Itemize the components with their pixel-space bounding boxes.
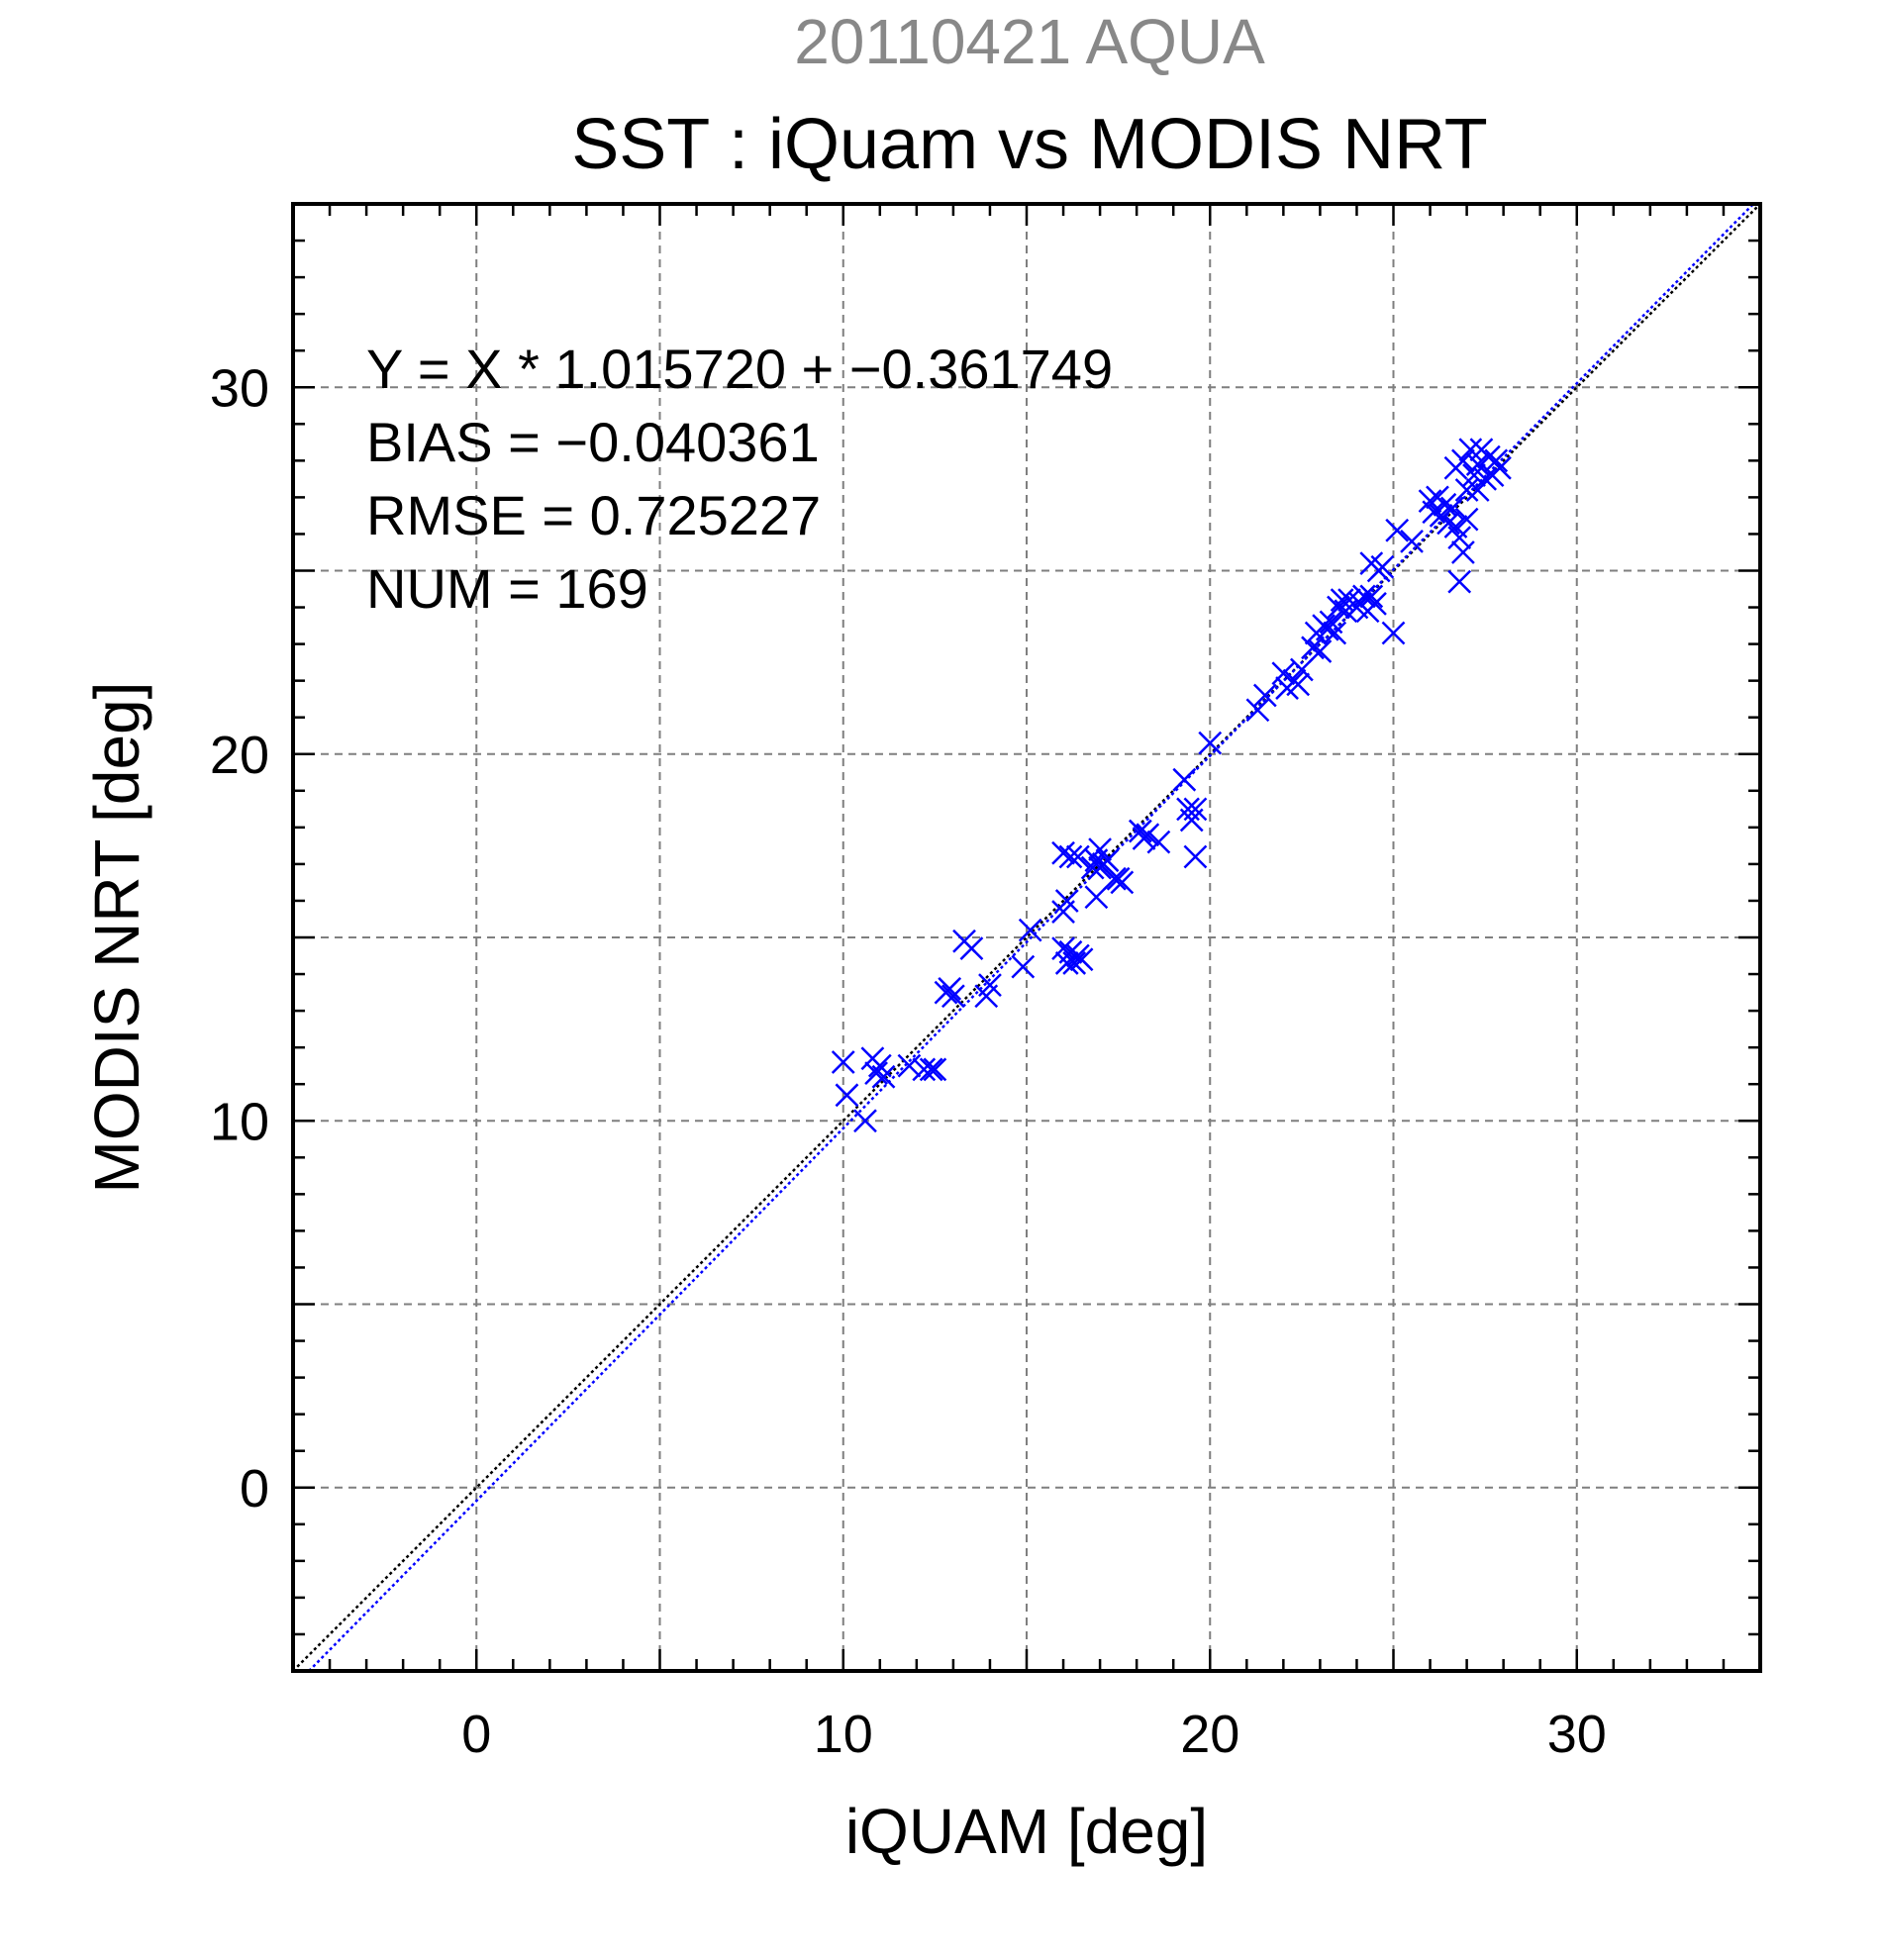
data-point (1363, 591, 1387, 616)
data-point (1308, 639, 1333, 663)
data-point (1245, 698, 1270, 723)
stats-num: NUM = 169 (366, 557, 648, 620)
data-point (1447, 569, 1472, 594)
data-point (1484, 448, 1509, 473)
data-point (1065, 844, 1090, 869)
data-point (1454, 478, 1479, 502)
data-point (1473, 466, 1498, 491)
data-point (1183, 797, 1208, 822)
data-point (1069, 947, 1094, 972)
data-point (864, 1061, 888, 1085)
data-point (1286, 672, 1311, 697)
stats-box: Y = X * 1.015720 + −0.361749 BIAS = −0.0… (366, 338, 1113, 620)
x-tick-label: 20 (1180, 1705, 1239, 1764)
data-points (831, 438, 1512, 1133)
tick-labels: 0 10 20 30 0 10 20 30 (210, 358, 1607, 1764)
data-point (1051, 840, 1075, 865)
data-point (1454, 507, 1479, 532)
data-point (1198, 731, 1223, 755)
data-point (941, 984, 965, 1009)
plot-frame (291, 202, 1762, 1673)
data-point (938, 976, 962, 1001)
data-point (1146, 830, 1171, 854)
stats-rmse: RMSE = 0.725227 (366, 484, 821, 546)
data-point (1465, 478, 1490, 502)
chart-supertitle: 20110421 AQUA (794, 6, 1265, 77)
chart-title: SST : iQuam vs MODIS NRT (571, 105, 1488, 184)
data-point (1359, 584, 1384, 609)
data-point (867, 1053, 892, 1078)
stats-equation: Y = X * 1.015720 + −0.361749 (366, 338, 1113, 400)
data-point (923, 1057, 947, 1082)
x-tick-label: 10 (814, 1705, 873, 1764)
data-point (1351, 584, 1376, 609)
data-point (1327, 595, 1350, 620)
data-point (1128, 819, 1152, 843)
data-point (1103, 866, 1127, 891)
regression-line (308, 203, 1755, 1672)
data-point (1011, 954, 1036, 979)
x-axis-label: iQUAM [deg] (845, 1796, 1208, 1867)
data-point (1058, 844, 1083, 869)
data-point (1183, 844, 1208, 869)
data-point (1080, 855, 1105, 880)
data-point (1465, 452, 1490, 476)
y-axis-label: MODIS NRT [deg] (81, 682, 152, 1194)
data-point (1433, 492, 1457, 517)
data-point (1451, 540, 1475, 564)
data-point (1062, 951, 1087, 975)
data-point (897, 1053, 922, 1078)
data-point (1084, 885, 1109, 910)
data-point (959, 936, 984, 960)
data-point (1385, 518, 1410, 542)
x-tick-label: 0 (461, 1705, 491, 1764)
data-point (1422, 500, 1446, 525)
data-point (1381, 621, 1406, 645)
data-point (1370, 554, 1395, 579)
reference-lines (292, 203, 1761, 1672)
data-point (1451, 448, 1475, 473)
data-point (1447, 526, 1472, 550)
data-point (1271, 661, 1296, 686)
data-point (1400, 529, 1424, 553)
data-point (1315, 617, 1339, 641)
y-tick-label: 0 (240, 1459, 269, 1519)
y-tick-label: 10 (210, 1092, 269, 1151)
data-point (1439, 496, 1464, 521)
data-point (912, 1057, 937, 1082)
data-point (1110, 870, 1135, 895)
data-point (1095, 848, 1120, 873)
data-point (1018, 918, 1042, 942)
data-point (1301, 636, 1325, 660)
data-point (1252, 683, 1277, 708)
data-point (835, 1083, 859, 1108)
data-point (1488, 455, 1512, 480)
data-point (1088, 837, 1112, 861)
y-tick-label: 20 (210, 726, 269, 785)
one-to-one-line (292, 203, 1761, 1672)
data-point (1172, 767, 1197, 792)
data-point (1458, 438, 1483, 462)
data-point (1436, 511, 1460, 536)
data-point (853, 1109, 877, 1133)
data-point (978, 973, 1002, 998)
grid-lines (293, 204, 1760, 1671)
data-point (1136, 823, 1160, 847)
y-tick-label: 30 (210, 358, 269, 418)
data-point (1323, 621, 1347, 645)
x-tick-label: 30 (1547, 1705, 1607, 1764)
data-point (1289, 657, 1314, 682)
data-point (831, 1050, 855, 1074)
data-point (1051, 936, 1075, 960)
data-point (919, 1057, 943, 1082)
data-point (1051, 900, 1075, 924)
stats-bias: BIAS = −0.040361 (366, 411, 820, 473)
